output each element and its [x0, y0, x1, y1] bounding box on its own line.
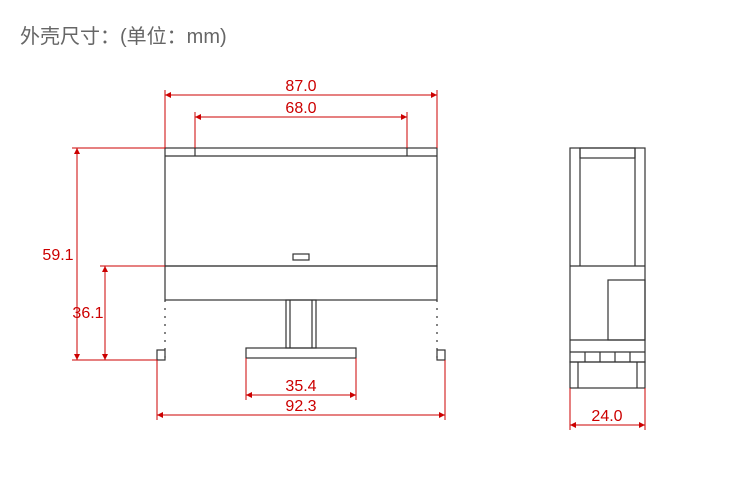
dimensions: 87.0 68.0 59.1 36.1 35.4 92.3 24.0 [42, 78, 645, 430]
front-view [157, 148, 445, 360]
dim-side-width: 24.0 [591, 408, 622, 425]
dim-left-inner: 36.1 [72, 305, 103, 322]
dim-bottom-outer: 92.3 [285, 398, 316, 415]
drawing-canvas: 87.0 68.0 59.1 36.1 35.4 92.3 24.0 [0, 0, 750, 500]
dim-top-inner: 68.0 [285, 100, 316, 117]
dim-top-outer: 87.0 [285, 78, 316, 95]
dim-bottom-inner: 35.4 [285, 378, 316, 395]
side-view [570, 148, 645, 388]
dim-left-outer: 59.1 [42, 247, 73, 264]
